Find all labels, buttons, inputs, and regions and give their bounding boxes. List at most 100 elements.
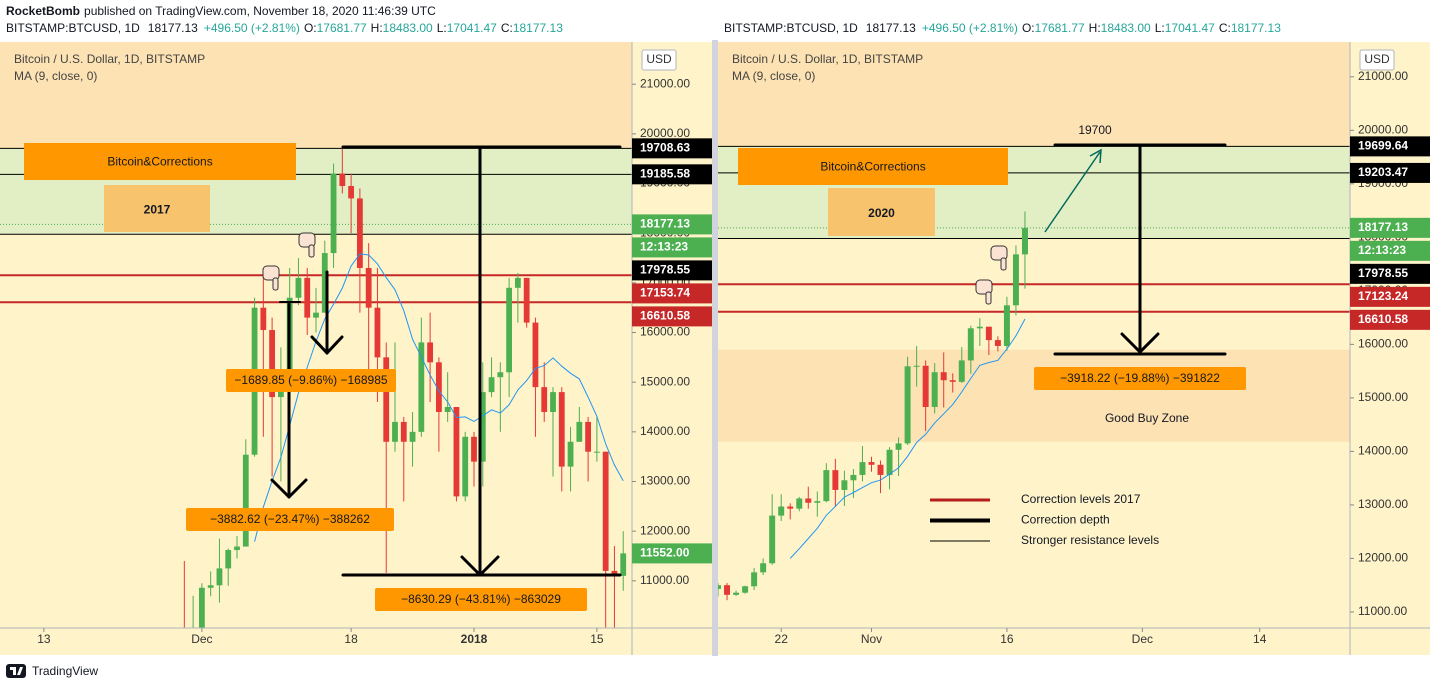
ohlc-value: 17041.47 xyxy=(1165,21,1215,35)
candle-body xyxy=(418,342,425,432)
price-label: 17123.24 xyxy=(1358,289,1408,303)
zone-label: Good Buy Zone xyxy=(1105,411,1189,425)
candle-body xyxy=(718,585,721,589)
candle-body xyxy=(497,372,504,378)
price-label: 17978.55 xyxy=(640,263,690,277)
candle-body xyxy=(913,365,920,367)
chart-title: Bitcoin / U.S. Dollar, 1D, BITSTAMP xyxy=(732,52,923,66)
ohlc-key: O: xyxy=(304,21,317,35)
price-label: 12:13:23 xyxy=(1358,243,1406,257)
price-label-box xyxy=(1350,309,1430,330)
measure-box xyxy=(186,508,394,531)
price-label: 19699.64 xyxy=(1358,139,1408,153)
headline-box xyxy=(738,148,1008,185)
chart-subtitle: MA (9, close, 0) xyxy=(732,69,815,83)
candle-body xyxy=(356,198,363,268)
currency-box xyxy=(1359,49,1395,71)
measure-arrow xyxy=(287,478,308,499)
measure-arrow xyxy=(1138,332,1160,354)
published: published on TradingView.com, November 1… xyxy=(84,4,436,18)
price-label-box xyxy=(1350,286,1430,307)
currency: USD xyxy=(1364,52,1390,66)
headline-box xyxy=(24,143,296,180)
candle-body xyxy=(550,392,556,412)
candle-body xyxy=(242,454,249,547)
hand-icon xyxy=(298,232,316,248)
quote-bars: BITSTAMP:BTCUSD, 1D 18177.13 +496.50 (+2.8… xyxy=(6,21,1281,35)
ohlc-key: C: xyxy=(501,21,513,35)
measure-label: −1689.85 (−9.86%) −168985 xyxy=(234,373,387,387)
brand: TradingView xyxy=(32,664,98,678)
candle-body xyxy=(453,407,460,497)
candle-body xyxy=(994,340,1001,346)
candle-body xyxy=(796,498,803,509)
candle-body xyxy=(313,312,319,318)
ma-line xyxy=(789,318,1026,559)
price-label: 16610.58 xyxy=(1358,312,1408,326)
candle-body xyxy=(778,506,785,516)
price-label: 18177.13 xyxy=(640,217,690,231)
candle-body xyxy=(976,326,983,329)
ohlc-value: 17681.77 xyxy=(317,21,367,35)
symbol: BITSTAMP:BTCUSD, 1D xyxy=(724,21,858,35)
zone xyxy=(718,42,1350,147)
price-label-box xyxy=(1350,240,1430,261)
candle-body xyxy=(832,470,839,490)
candle-body xyxy=(805,498,812,503)
candle-body xyxy=(295,277,302,298)
candle-body xyxy=(949,380,956,382)
candle-body xyxy=(620,553,627,576)
ohlc-value: 18177.13 xyxy=(513,21,563,35)
price-label: 19203.47 xyxy=(1358,165,1408,179)
candle-body xyxy=(330,173,337,254)
candle-body xyxy=(895,443,902,450)
y-tick-label: 16000.00 xyxy=(640,325,690,339)
candle-body xyxy=(523,277,530,323)
chart-title: Bitcoin / U.S. Dollar, 1D, BITSTAMP xyxy=(14,52,205,66)
trend-arrow xyxy=(1044,151,1101,233)
candle-body xyxy=(506,287,513,373)
y-tick-label: 13000.00 xyxy=(1358,497,1408,511)
price-label-box xyxy=(632,164,712,185)
target-label: 19700 xyxy=(1078,123,1112,137)
quote-line: BITSTAMP:BTCUSD, 1D 18177.13 +496.50 (+2.8… xyxy=(6,21,563,35)
candle-body xyxy=(225,550,232,569)
x-tick-label: Dec xyxy=(191,632,212,646)
price-label: 16610.58 xyxy=(640,309,690,323)
y-tick-label: 20000.00 xyxy=(640,126,690,140)
year: 2020 xyxy=(868,206,895,220)
headline: Bitcoin&Corrections xyxy=(820,160,925,174)
ohlc-key: H: xyxy=(1089,21,1101,35)
price-label: 18177.13 xyxy=(1358,220,1408,234)
ohlc-value: 17041.47 xyxy=(447,21,497,35)
x-tick-label: Dec xyxy=(1132,632,1153,646)
hand-finger xyxy=(985,291,992,305)
y-tick-label: 12000.00 xyxy=(640,523,690,537)
change: +496.50 (+2.81%) xyxy=(204,21,300,35)
candle-body xyxy=(304,277,311,318)
candle-body xyxy=(348,186,355,199)
candle-body xyxy=(234,546,240,551)
price-label: 11552.00 xyxy=(640,546,690,560)
price-label-box xyxy=(1350,263,1430,284)
candle-body xyxy=(814,501,821,503)
y-tick-label: 14000.00 xyxy=(1358,444,1408,458)
candle-body xyxy=(383,357,390,442)
candle-body xyxy=(742,586,749,593)
candle-body xyxy=(374,307,381,358)
measure-arrow xyxy=(460,555,482,577)
candle-body xyxy=(585,421,592,452)
author: RocketBomb xyxy=(6,4,80,18)
candle-body xyxy=(365,267,372,308)
candle-body xyxy=(269,330,276,398)
measure-arrow xyxy=(478,555,500,577)
ohlc-value: 17681.77 xyxy=(1035,21,1085,35)
candle-body xyxy=(769,515,776,564)
footer: TradingView xyxy=(6,664,98,678)
x-tick-label: 2018 xyxy=(461,632,488,646)
candle-body xyxy=(321,253,328,313)
hand-icon xyxy=(990,245,1008,261)
price-label-box xyxy=(632,138,712,159)
y-tick-label: 14000.00 xyxy=(640,424,690,438)
candle-body xyxy=(877,464,884,475)
